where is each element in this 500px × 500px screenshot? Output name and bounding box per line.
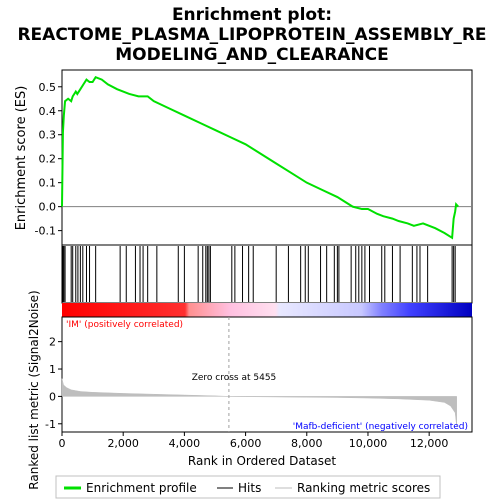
hits-marks: [62, 246, 456, 302]
metric-y-tick-label: -1: [45, 418, 56, 431]
positive-correlation-label: 'IM' (positively correlated): [66, 320, 183, 330]
metric-y-tick-label: 1: [49, 363, 56, 376]
es-y-tick-label: 0.2: [39, 153, 57, 166]
hits-panel-frame: [61, 244, 473, 304]
es-y-tick-label: -0.1: [35, 225, 56, 238]
metric-y-axis-ticks: -1 0 1 2: [45, 336, 62, 431]
metric-y-tick-label: 0: [49, 390, 56, 403]
es-y-tick-label: 0.4: [39, 105, 57, 118]
negative-correlation-label: 'Mafb-deficient' (negatively correlated): [293, 422, 468, 432]
title-line-1: Enrichment plot:: [172, 5, 332, 25]
x-tick-label: 12,000: [410, 437, 449, 450]
legend-profile-label: Enrichment profile: [86, 481, 197, 495]
es-y-axis-label: Enrichment score (ES): [14, 86, 29, 231]
enrichment-profile-line: [61, 75, 459, 240]
rank-color-bar: [62, 303, 472, 317]
metric-y-tick-label: 2: [49, 336, 56, 349]
ranking-metric-area: [61, 378, 457, 427]
legend-hits-label: Hits: [238, 481, 261, 495]
legend: Enrichment profile Hits Ranking metric s…: [55, 475, 441, 499]
x-tick-label: 0: [59, 437, 66, 450]
legend-metric-label: Ranking metric scores: [297, 481, 430, 495]
es-y-tick-label: 0.5: [39, 81, 57, 94]
metric-panel-frame: [61, 316, 473, 433]
es-y-tick-label: 0.0: [39, 201, 57, 214]
metric-panel: -1 0 1 2 'IM' (positively correlated) Zero …: [45, 316, 473, 433]
legend-frame: [55, 475, 441, 499]
zero-cross-label: Zero cross at 5455: [192, 373, 277, 383]
x-tick-label: 8,000: [291, 437, 323, 450]
color-bar-gradient: [62, 303, 472, 317]
hits-panel: [61, 244, 473, 304]
x-axis: 0 2,000 4,000 6,000 8,000 10,000 12,000: [59, 432, 449, 450]
es-y-tick-label: 0.1: [39, 177, 57, 190]
x-tick-label: 6,000: [230, 437, 262, 450]
es-y-tick-label: 0.3: [39, 129, 57, 142]
x-tick-label: 4,000: [169, 437, 201, 450]
x-tick-label: 10,000: [349, 437, 388, 450]
title-line-2: REACTOME_PLASMA_LIPOPROTEIN_ASSEMBLY_RE: [17, 25, 486, 45]
x-tick-label: 2,000: [107, 437, 139, 450]
title-line-3: MODELING_AND_CLEARANCE: [115, 45, 389, 65]
metric-y-axis-label: Ranked list metric (Signal2Noise): [27, 290, 41, 489]
es-y-axis-ticks: -0.1 0.0 0.1 0.2 0.3 0.4 0.5: [35, 81, 62, 238]
x-axis-label: Rank in Ordered Dataset: [188, 454, 336, 468]
es-panel: -0.1 0.0 0.1 0.2 0.3 0.4 0.5: [35, 69, 473, 246]
